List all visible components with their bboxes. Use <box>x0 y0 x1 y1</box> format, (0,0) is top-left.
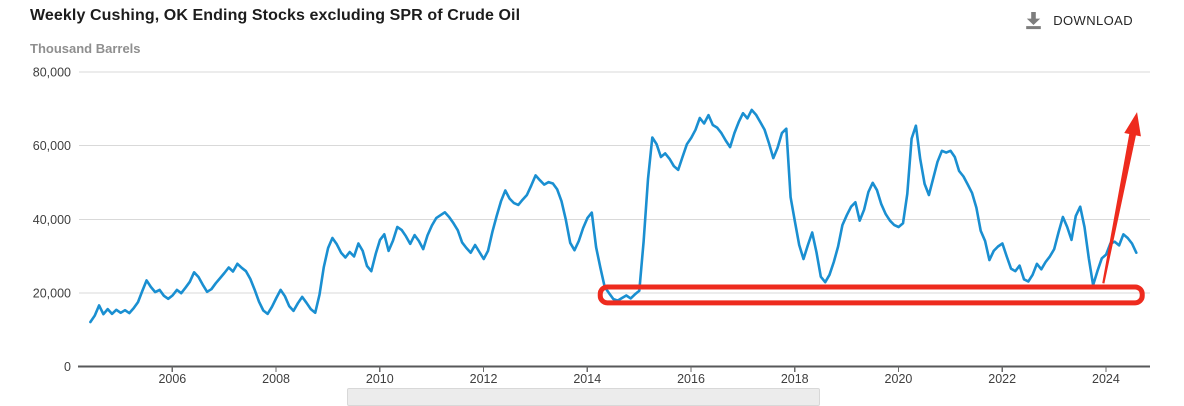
annotations-group <box>597 112 1145 306</box>
upward-trend-arrow-annotation <box>1102 112 1141 284</box>
x-axis-tick-label: 2016 <box>677 372 705 386</box>
stocks-data-line <box>89 108 1138 324</box>
axis-labels-group: 0 20,000 40,000 60,000 80,000 2006 2008 2010 201… <box>33 66 1120 387</box>
highlight-box-annotation <box>597 284 1145 306</box>
x-axis-tick-label: 2018 <box>781 372 809 386</box>
axis-group <box>78 365 1150 372</box>
y-axis-tick-label: 60,000 <box>33 139 71 153</box>
x-axis-tick-label: 2022 <box>988 372 1016 386</box>
x-axis-tick-label: 2012 <box>470 372 498 386</box>
gridlines-group <box>79 71 1150 294</box>
x-axis-tick-label: 2008 <box>262 372 290 386</box>
chart-title: Weekly Cushing, OK Ending Stocks excludi… <box>30 7 521 24</box>
download-label: DOWNLOAD <box>1053 13 1133 28</box>
horizontal-scrollbar-thumb[interactable] <box>347 388 820 406</box>
series-group <box>89 108 1138 324</box>
x-axis-tick-label: 2006 <box>158 372 186 386</box>
x-axis-tick-label: 2014 <box>573 372 601 386</box>
y-axis-tick-label: 0 <box>64 360 71 374</box>
download-button[interactable]: DOWNLOAD <box>1020 9 1137 32</box>
x-axis-tick-label: 2010 <box>366 372 394 386</box>
x-axis-tick-label: 2024 <box>1092 372 1120 386</box>
y-axis-unit-label: Thousand Barrels <box>30 41 141 56</box>
y-axis-tick-label: 20,000 <box>33 286 71 300</box>
x-axis-tick-label: 2020 <box>885 372 913 386</box>
y-axis-tick-label: 40,000 <box>33 213 71 227</box>
download-icon <box>1024 11 1043 30</box>
y-axis-tick-label: 80,000 <box>33 66 71 80</box>
